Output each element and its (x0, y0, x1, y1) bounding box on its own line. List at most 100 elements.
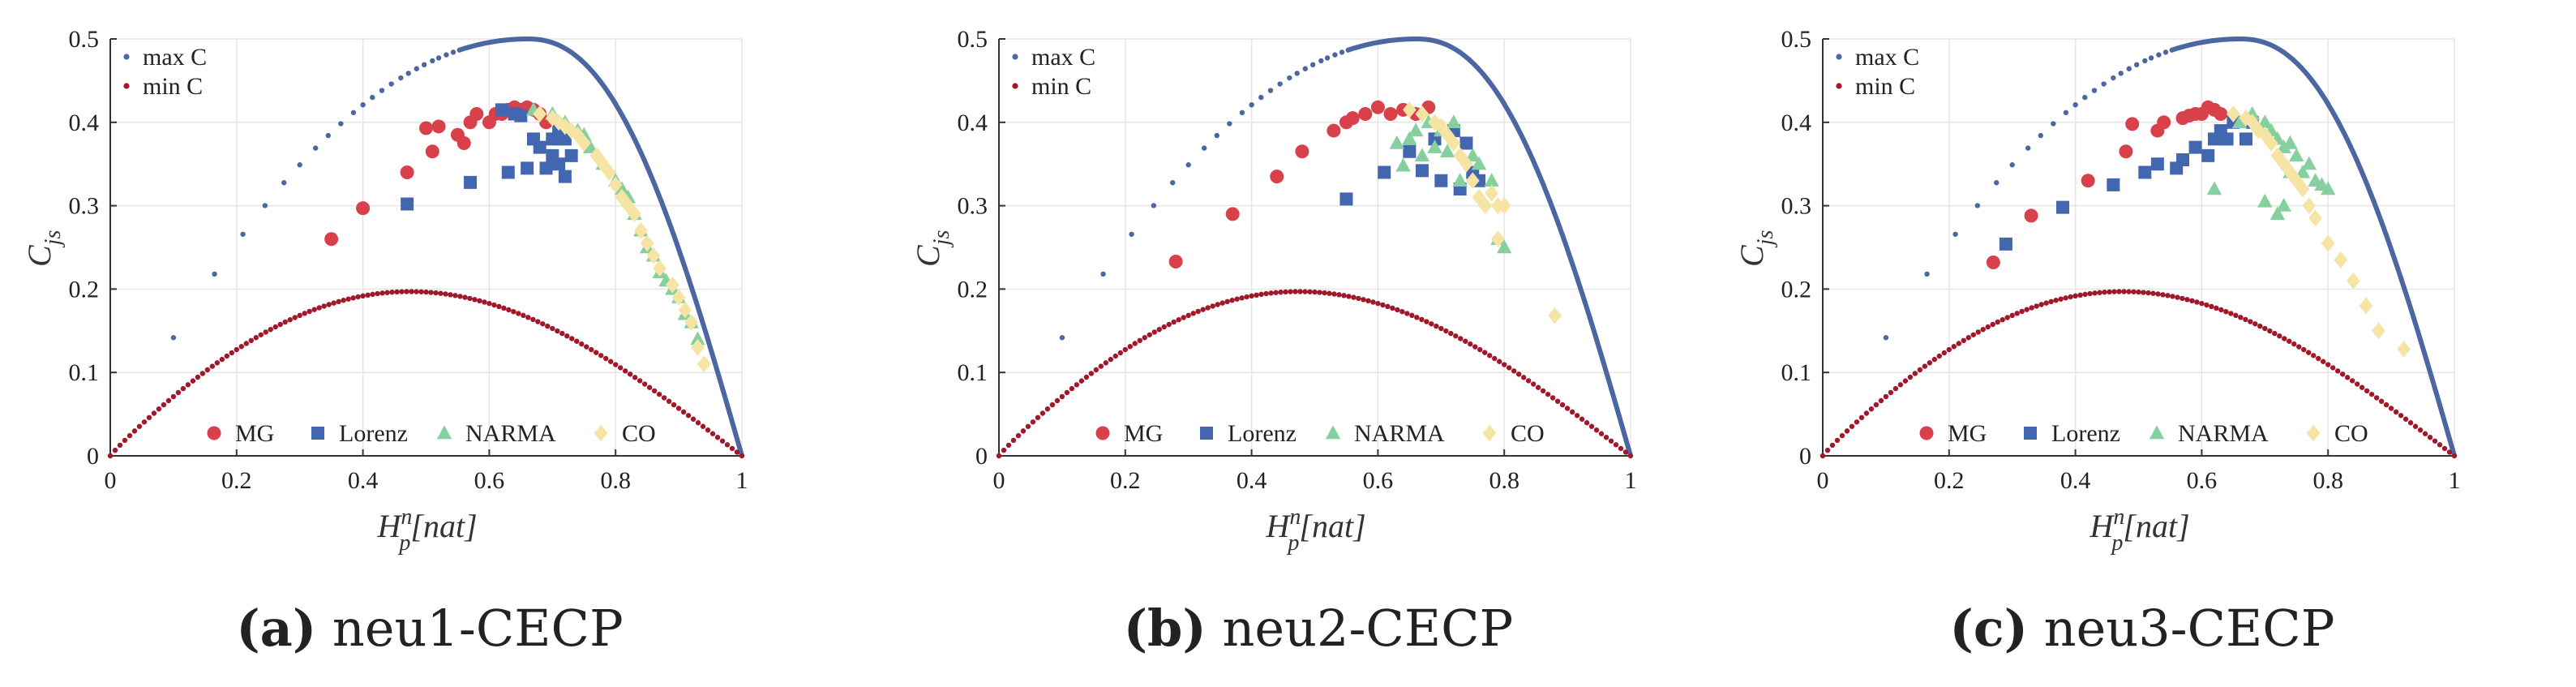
data-point (697, 355, 711, 373)
data-point (1434, 174, 1448, 187)
caption-text: neu2-CECP (1222, 599, 1514, 658)
min-c-point (1497, 359, 1502, 364)
max-c-point (262, 203, 268, 208)
x-tick-label: 0.8 (600, 467, 631, 494)
min-c-point (2287, 338, 2292, 344)
data-point (2125, 117, 2140, 131)
min-c-point (316, 305, 322, 311)
min-c-point (404, 289, 409, 294)
min-c-point (2063, 295, 2068, 301)
min-c-point (1195, 308, 1201, 315)
min-c-point (1283, 289, 1288, 295)
min-c-point (1088, 371, 1095, 376)
min-c-point (1030, 419, 1036, 425)
min-c-point (165, 397, 172, 404)
data-point (356, 201, 371, 216)
data-point (1295, 144, 1309, 159)
y-axis-label: Cjs (1734, 230, 1778, 267)
min-c-point (467, 295, 473, 302)
min-c-point (1985, 324, 1991, 330)
y-tick-label: 0.1 (1781, 359, 1812, 386)
min-c-point (414, 289, 419, 294)
min-c-point (122, 437, 128, 444)
min-c-point (2228, 311, 2234, 316)
min-c-point (1059, 393, 1065, 400)
legend-marker (2024, 427, 2037, 440)
min-c-point (117, 442, 123, 449)
max-c-point (1974, 203, 1981, 208)
min-c-point (724, 442, 731, 448)
x-label-sub: p (397, 530, 410, 556)
max-c-point (2142, 58, 2148, 64)
min-c-point (579, 341, 585, 347)
min-c-point (2321, 359, 2326, 364)
min-c-point (1965, 335, 1971, 341)
min-c-point (2272, 330, 2278, 337)
min-c-point (1511, 368, 1517, 374)
min-c-point (379, 290, 385, 296)
min-c-point (1535, 384, 1541, 390)
min-c-point (705, 427, 711, 433)
legend-label: MG (235, 420, 274, 447)
min-c-point (2437, 442, 2443, 448)
min-c-point (2364, 388, 2370, 394)
max-c-point (1258, 94, 1264, 101)
data-point (2295, 164, 2311, 178)
min-c-point (156, 406, 162, 412)
min-c-point (1219, 300, 1225, 306)
min-c-point (622, 368, 628, 374)
min-c-point (350, 295, 356, 301)
min-c-point (2306, 350, 2312, 355)
min-c-point (1327, 290, 1332, 296)
legend-marker (1325, 425, 1341, 440)
caption-a: (a) neu1-CECP (0, 599, 859, 658)
min-c-point (1902, 378, 1909, 384)
min-c-point (511, 308, 516, 315)
min-c-point (1268, 290, 1274, 296)
min-c-point (2214, 305, 2219, 311)
max-c-point (281, 180, 287, 186)
min-c-point (2131, 289, 2137, 294)
boundary-legend-label: min C (1855, 73, 1915, 100)
min-c-point (151, 410, 157, 416)
data-point (1459, 136, 1473, 150)
data-point (671, 289, 686, 307)
legend-marker (1482, 424, 1497, 442)
data-point (400, 165, 414, 179)
min-c-point (1069, 385, 1075, 392)
min-c-point (1956, 341, 1961, 346)
min-c-point (1215, 302, 1220, 307)
min-c-point (302, 311, 307, 316)
min-c-point (457, 294, 463, 299)
min-c-point (1477, 346, 1483, 353)
caption-text: neu1-CECP (332, 599, 624, 658)
data-point (2257, 114, 2273, 128)
max-c-point (1883, 335, 1889, 341)
min-c-point (719, 438, 726, 444)
min-c-point (2019, 308, 2025, 315)
min-c-point (399, 289, 405, 294)
data-point (1446, 114, 1462, 128)
max-c-curve (1348, 36, 1633, 457)
min-c-point (2175, 294, 2180, 300)
min-c-point (1078, 378, 1085, 384)
min-c-point (613, 362, 619, 367)
min-c-point (423, 289, 429, 295)
min-c-point (1824, 447, 1831, 453)
min-c-point (603, 355, 609, 362)
data-point (1414, 148, 1430, 162)
min-c-point (2311, 353, 2317, 359)
min-c-point (2087, 290, 2093, 297)
min-c-point (199, 371, 206, 376)
min-c-point (1181, 315, 1186, 320)
boundary-legend-label: max C (1031, 44, 1095, 71)
min-c-point (2009, 312, 2015, 319)
data-point (1497, 239, 1512, 254)
max-c-point (2111, 75, 2116, 81)
max-c-boundary (1059, 36, 1633, 457)
data-point (2138, 165, 2152, 179)
min-c-point (1015, 432, 1022, 439)
min-c-point (384, 290, 390, 295)
min-c-point (389, 290, 395, 295)
min-c-point (2451, 453, 2458, 459)
